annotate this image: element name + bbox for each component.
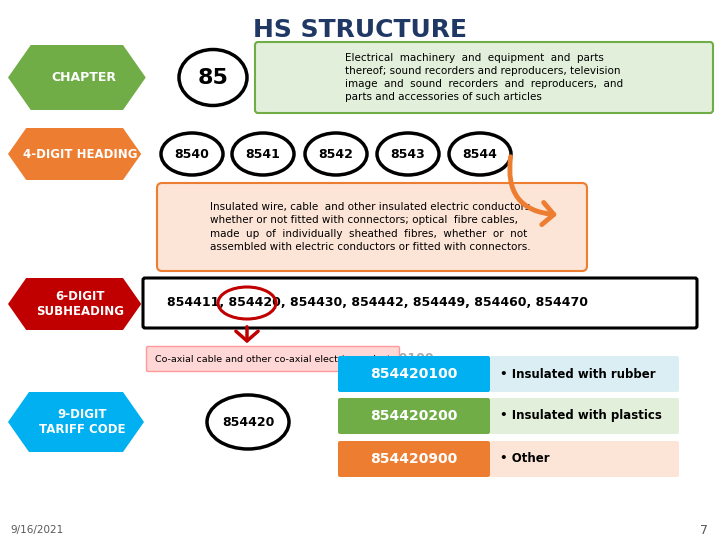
FancyBboxPatch shape xyxy=(146,347,400,372)
Ellipse shape xyxy=(232,133,294,175)
Text: 8540: 8540 xyxy=(174,147,210,160)
Text: • Insulated with rubber: • Insulated with rubber xyxy=(500,368,656,381)
Text: 854420: 854420 xyxy=(222,415,274,429)
Ellipse shape xyxy=(179,50,247,105)
FancyBboxPatch shape xyxy=(143,278,697,328)
FancyBboxPatch shape xyxy=(338,356,490,392)
Text: 8544: 8544 xyxy=(462,147,498,160)
Text: 854420200: 854420200 xyxy=(370,409,458,423)
Text: 9/16/2021: 9/16/2021 xyxy=(10,525,63,535)
FancyBboxPatch shape xyxy=(490,441,679,477)
Polygon shape xyxy=(8,392,144,452)
Text: 854420100: 854420100 xyxy=(356,353,434,366)
Text: 9-DIGIT
TARIFF CODE: 9-DIGIT TARIFF CODE xyxy=(39,408,125,436)
FancyArrowPatch shape xyxy=(510,157,554,225)
Ellipse shape xyxy=(449,133,511,175)
Text: Co-axial cable and other co-axial electric conductors: Co-axial cable and other co-axial electr… xyxy=(155,354,405,363)
FancyBboxPatch shape xyxy=(157,183,587,271)
Text: 854411, 854420, 854430, 854442, 854449, 854460, 854470: 854411, 854420, 854430, 854442, 854449, … xyxy=(167,296,588,309)
Text: • Other: • Other xyxy=(500,453,549,465)
FancyBboxPatch shape xyxy=(338,398,490,434)
Ellipse shape xyxy=(377,133,439,175)
Polygon shape xyxy=(8,278,141,330)
Text: 8543: 8543 xyxy=(391,147,426,160)
Text: HS STRUCTURE: HS STRUCTURE xyxy=(253,18,467,42)
Text: 4-DIGIT HEADING: 4-DIGIT HEADING xyxy=(23,147,138,160)
Text: Insulated wire, cable  and other insulated electric conductors,
whether or not f: Insulated wire, cable and other insulate… xyxy=(210,202,534,252)
Text: 8541: 8541 xyxy=(246,147,280,160)
Ellipse shape xyxy=(207,395,289,449)
FancyArrowPatch shape xyxy=(236,327,258,341)
Text: 6-DIGIT
SUBHEADING: 6-DIGIT SUBHEADING xyxy=(36,290,124,318)
FancyBboxPatch shape xyxy=(338,441,490,477)
Text: 854420100: 854420100 xyxy=(370,367,458,381)
Ellipse shape xyxy=(161,133,223,175)
FancyBboxPatch shape xyxy=(490,398,679,434)
Text: 85: 85 xyxy=(197,68,228,87)
Polygon shape xyxy=(8,45,145,110)
Text: Electrical  machinery  and  equipment  and  parts
thereof; sound recorders and r: Electrical machinery and equipment and p… xyxy=(345,53,623,102)
Text: 7: 7 xyxy=(700,523,708,537)
Text: • Insulated with plastics: • Insulated with plastics xyxy=(500,409,662,422)
Text: 854420900: 854420900 xyxy=(370,452,458,466)
FancyBboxPatch shape xyxy=(255,42,713,113)
Text: 8542: 8542 xyxy=(318,147,354,160)
Ellipse shape xyxy=(305,133,367,175)
Text: CHAPTER: CHAPTER xyxy=(51,71,116,84)
Polygon shape xyxy=(8,128,141,180)
FancyBboxPatch shape xyxy=(490,356,679,392)
